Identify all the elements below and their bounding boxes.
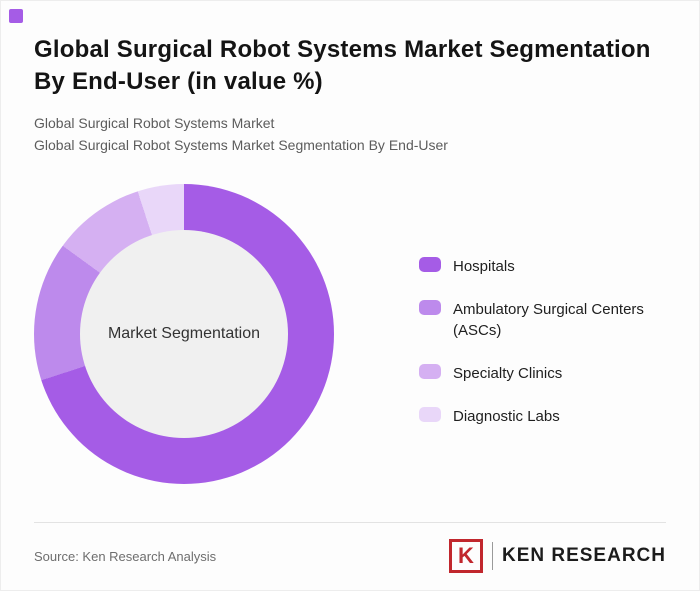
ken-research-logo-text: KEN RESEARCH (501, 545, 666, 566)
accent-square (9, 9, 23, 23)
header: Global Surgical Robot Systems Market Seg… (1, 1, 699, 157)
source-text: Source: Ken Research Analysis (34, 548, 217, 564)
ken-research-k-icon: K (448, 539, 483, 573)
subtitle-market: Global Surgical Robot Systems Market (34, 115, 275, 132)
logo-separator (491, 542, 493, 570)
subtitle-segmentation: Global Surgical Robot Systems Market Seg… (34, 137, 448, 154)
donut-center-label: Market Segmentation (107, 325, 261, 342)
legend-swatch-ascs (419, 300, 441, 315)
chart-title: Global Surgical Robot Systems Market Seg… (34, 36, 651, 95)
chart-area: Market Segmentation Hospitals Ambulatory… (34, 184, 666, 484)
legend-swatch-diagnostic-labs (419, 407, 441, 422)
legend-swatch-hospitals (419, 257, 441, 272)
ken-research-logo: K KEN RESEARCH (448, 539, 666, 573)
legend-item-ascs: Ambulatory Surgical Centers (ASCs) (419, 299, 664, 341)
subtitles: Global Surgical Robot Systems Market Glo… (34, 113, 666, 156)
legend-item-diagnostic-labs: Diagnostic Labs (419, 406, 664, 427)
donut-hole: Market Segmentation (80, 230, 288, 438)
legend-label-ascs: Ambulatory Surgical Centers (ASCs) (453, 301, 644, 339)
legend-swatch-specialty-clinics (419, 364, 441, 379)
footer: Source: Ken Research Analysis K KEN RESE… (34, 539, 666, 573)
legend-label-diagnostic-labs: Diagnostic Labs (453, 408, 560, 425)
legend: Hospitals Ambulatory Surgical Centers (A… (419, 256, 664, 427)
legend-item-specialty-clinics: Specialty Clinics (419, 363, 664, 384)
footer-divider (34, 522, 666, 523)
legend-item-hospitals: Hospitals (419, 256, 664, 277)
legend-label-specialty-clinics: Specialty Clinics (453, 365, 563, 382)
legend-label-hospitals: Hospitals (453, 258, 515, 275)
donut-chart: Market Segmentation (34, 184, 334, 484)
